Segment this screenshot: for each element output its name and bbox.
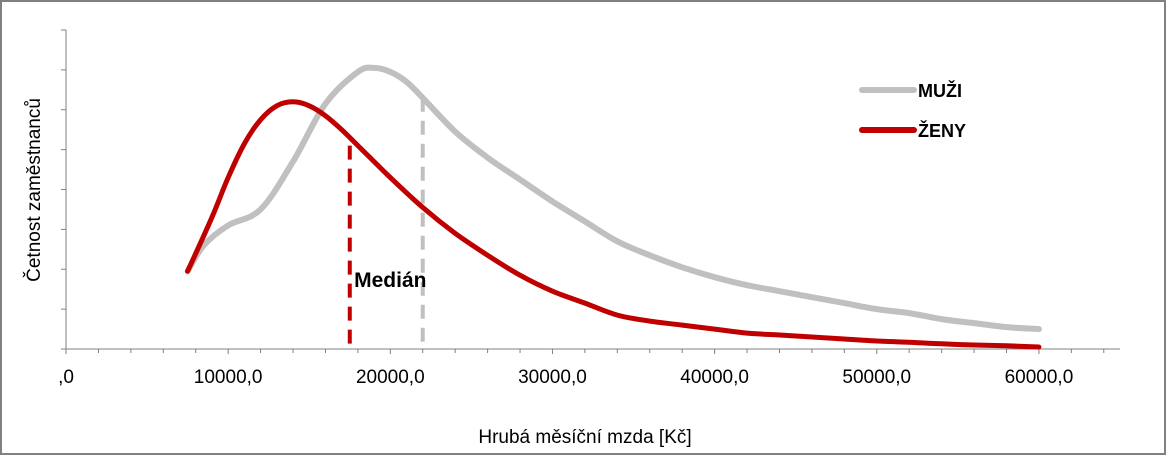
x-tick-label-6: 60000,0 — [1005, 367, 1074, 388]
y-axis-title: Četnost zaměstnanců — [23, 98, 45, 282]
x-tick-label-1: 10000,0 — [194, 367, 263, 388]
median-lines — [347, 97, 425, 349]
x-tick-label-0: ,0 — [58, 367, 74, 388]
x-tick-label-5: 50000,0 — [842, 367, 911, 388]
x-axis-title: Hrubá měsíční mzda [Kč] — [478, 427, 691, 448]
x-tick-label-3: 30000,0 — [518, 367, 587, 388]
series-lines — [184, 64, 1042, 350]
legend-label-zeny: ŽENY — [918, 120, 966, 141]
legend-label-muzi: MUŽI — [918, 80, 962, 101]
series-line-zeny — [185, 99, 1042, 350]
legend: MUŽI ŽENY — [859, 80, 966, 141]
x-tick-labels: ,0 10000,0 20000,0 30000,0 40000,0 50000,0 600… — [58, 367, 1073, 388]
x-tick-label-2: 20000,0 — [356, 367, 425, 388]
x-tick-label-4: 40000,0 — [680, 367, 749, 388]
axes — [61, 29, 1120, 354]
median-annotation: Medián — [354, 269, 426, 292]
